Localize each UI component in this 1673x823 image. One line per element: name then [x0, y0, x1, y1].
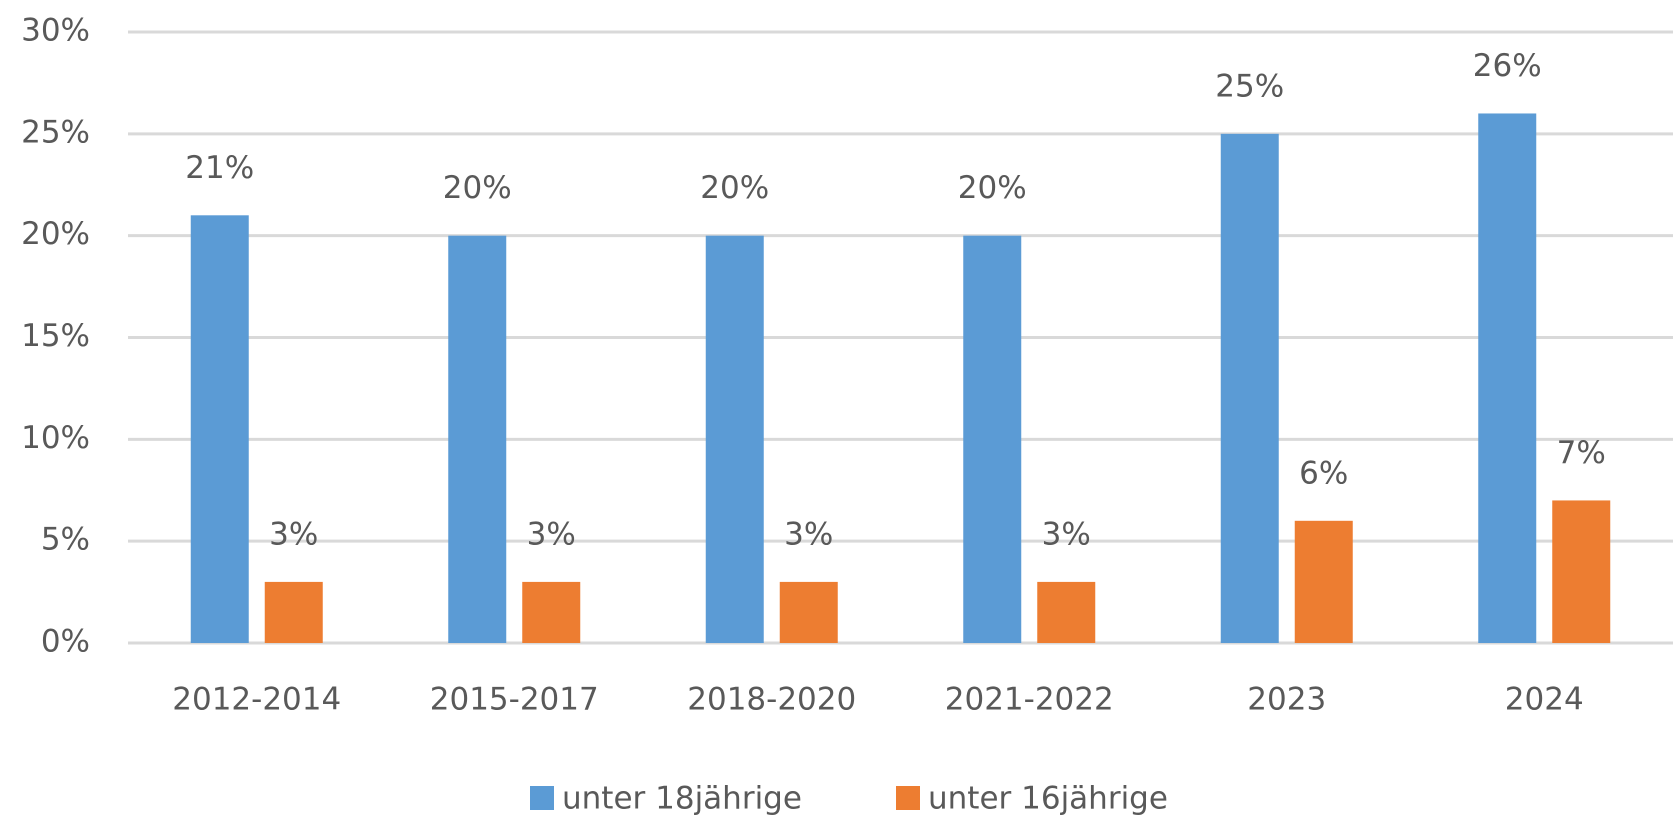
bar: [522, 581, 581, 643]
y-tick-label: 15%: [21, 318, 90, 354]
x-tick-label: 2024: [1505, 682, 1584, 718]
data-label: 26%: [1473, 48, 1542, 84]
bar: [1037, 581, 1096, 643]
bar: [264, 581, 323, 643]
y-tick-label: 25%: [21, 114, 90, 150]
x-tick-label: 2015-2017: [430, 682, 599, 718]
x-tick-label: 2018-2020: [687, 682, 856, 718]
y-tick-label: 30%: [21, 13, 90, 49]
x-tick-label: 2023: [1247, 682, 1326, 718]
bar: [1552, 500, 1611, 643]
data-label: 3%: [527, 516, 576, 552]
data-label: 25%: [1215, 68, 1284, 104]
bar: [448, 235, 507, 643]
data-label: 3%: [784, 516, 833, 552]
bar: [190, 215, 249, 644]
legend-swatch: [530, 786, 554, 810]
bar: [1478, 113, 1537, 643]
x-tick-label: 2012-2014: [172, 682, 341, 718]
data-label: 21%: [185, 150, 254, 186]
data-label: 20%: [700, 170, 769, 206]
data-label: 6%: [1299, 455, 1348, 491]
bar: [1220, 133, 1279, 644]
bar: [963, 235, 1022, 643]
data-label: 7%: [1557, 435, 1606, 471]
y-tick-label: 5%: [41, 522, 90, 558]
legend-label: unter 18jährige: [562, 781, 802, 817]
data-label: 3%: [1042, 516, 1091, 552]
x-tick-label: 2021-2022: [945, 682, 1114, 718]
data-label: 20%: [958, 170, 1027, 206]
y-tick-label: 0%: [41, 624, 90, 660]
y-tick-label: 20%: [21, 216, 90, 252]
legend-label: unter 16jährige: [928, 781, 1168, 817]
data-label: 20%: [443, 170, 512, 206]
y-tick-label: 10%: [21, 420, 90, 456]
data-label: 3%: [269, 516, 318, 552]
legend-swatch: [896, 786, 920, 810]
bar: [1294, 520, 1353, 643]
bar: [705, 235, 764, 643]
bar: [779, 581, 838, 643]
